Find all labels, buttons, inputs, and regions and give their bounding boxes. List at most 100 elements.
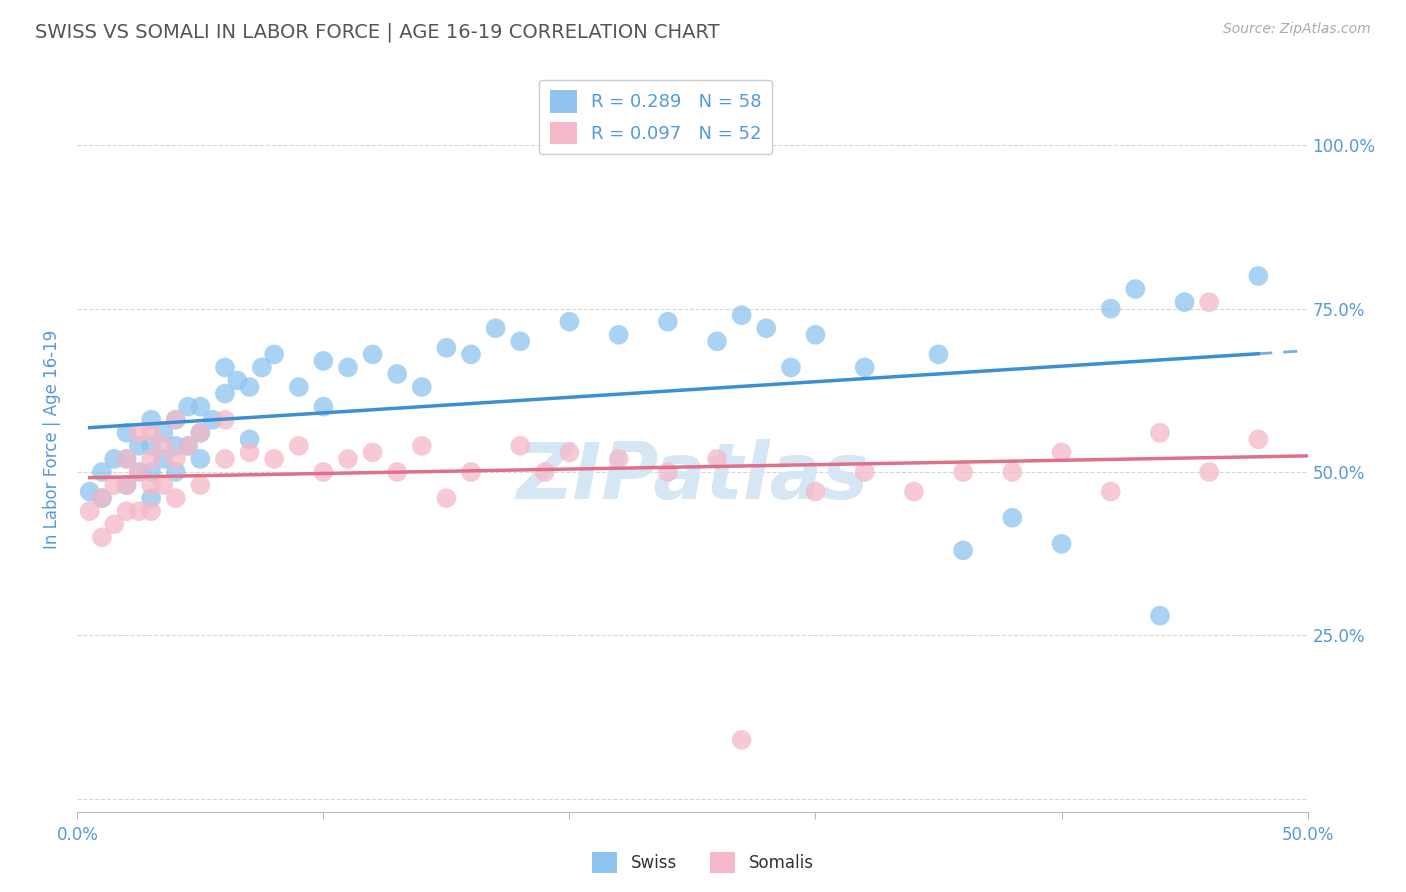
Point [115, 478, 138, 492]
Point [177, 439, 200, 453]
Point [903, 484, 925, 499]
Point [411, 439, 433, 453]
Point [853, 360, 876, 375]
Point [1247, 268, 1270, 283]
Point [288, 380, 311, 394]
Point [952, 543, 974, 558]
Point [312, 465, 335, 479]
Point [239, 433, 262, 447]
Point [558, 315, 581, 329]
Point [337, 360, 360, 375]
Point [152, 439, 174, 453]
Point [1050, 445, 1073, 459]
Point [1050, 537, 1073, 551]
Point [361, 445, 384, 459]
Point [115, 451, 138, 466]
Point [509, 439, 531, 453]
Point [103, 517, 125, 532]
Point [214, 360, 236, 375]
Point [103, 451, 125, 466]
Point [928, 347, 950, 361]
Point [214, 413, 236, 427]
Point [1001, 465, 1024, 479]
Point [731, 732, 754, 747]
Point [534, 465, 557, 479]
Point [141, 425, 163, 440]
Point [755, 321, 778, 335]
Point [853, 465, 876, 479]
Point [460, 465, 482, 479]
Point [90, 465, 114, 479]
Point [1001, 510, 1024, 524]
Point [128, 439, 150, 453]
Point [1149, 425, 1171, 440]
Legend: Swiss, Somalis: Swiss, Somalis [586, 846, 820, 880]
Point [165, 413, 187, 427]
Point [485, 321, 508, 335]
Point [141, 413, 163, 427]
Point [152, 451, 174, 466]
Point [201, 413, 224, 427]
Point [141, 478, 163, 492]
Point [190, 478, 212, 492]
Point [190, 400, 212, 414]
Point [460, 347, 482, 361]
Point [152, 425, 174, 440]
Point [177, 439, 200, 453]
Point [411, 380, 433, 394]
Point [165, 439, 187, 453]
Point [165, 413, 187, 427]
Point [952, 465, 974, 479]
Point [115, 451, 138, 466]
Point [436, 341, 458, 355]
Point [607, 451, 630, 466]
Point [90, 530, 114, 544]
Point [190, 451, 212, 466]
Point [1099, 301, 1122, 316]
Point [79, 504, 101, 518]
Point [558, 445, 581, 459]
Point [90, 491, 114, 505]
Point [214, 451, 236, 466]
Point [263, 347, 285, 361]
Point [90, 491, 114, 505]
Point [657, 465, 679, 479]
Point [165, 491, 187, 505]
Point [250, 360, 273, 375]
Point [165, 465, 187, 479]
Point [387, 465, 409, 479]
Y-axis label: In Labor Force | Age 16-19: In Labor Force | Age 16-19 [44, 330, 62, 549]
Text: Source: ZipAtlas.com: Source: ZipAtlas.com [1223, 22, 1371, 37]
Point [214, 386, 236, 401]
Point [141, 465, 163, 479]
Point [607, 327, 630, 342]
Point [141, 451, 163, 466]
Point [226, 374, 249, 388]
Point [1198, 295, 1220, 310]
Point [263, 451, 285, 466]
Point [387, 367, 409, 381]
Point [780, 360, 803, 375]
Point [115, 425, 138, 440]
Point [361, 347, 384, 361]
Point [239, 380, 262, 394]
Point [1174, 295, 1197, 310]
Point [436, 491, 458, 505]
Point [288, 439, 311, 453]
Point [141, 439, 163, 453]
Point [731, 308, 754, 322]
Point [115, 478, 138, 492]
Point [190, 425, 212, 440]
Point [128, 504, 150, 518]
Point [706, 334, 728, 349]
Point [312, 400, 335, 414]
Point [141, 504, 163, 518]
Point [1247, 433, 1270, 447]
Point [128, 425, 150, 440]
Point [337, 451, 360, 466]
Point [128, 465, 150, 479]
Point [706, 451, 728, 466]
Point [804, 484, 827, 499]
Legend: R = 0.289   N = 58, R = 0.097   N = 52: R = 0.289 N = 58, R = 0.097 N = 52 [538, 79, 772, 154]
Point [804, 327, 827, 342]
